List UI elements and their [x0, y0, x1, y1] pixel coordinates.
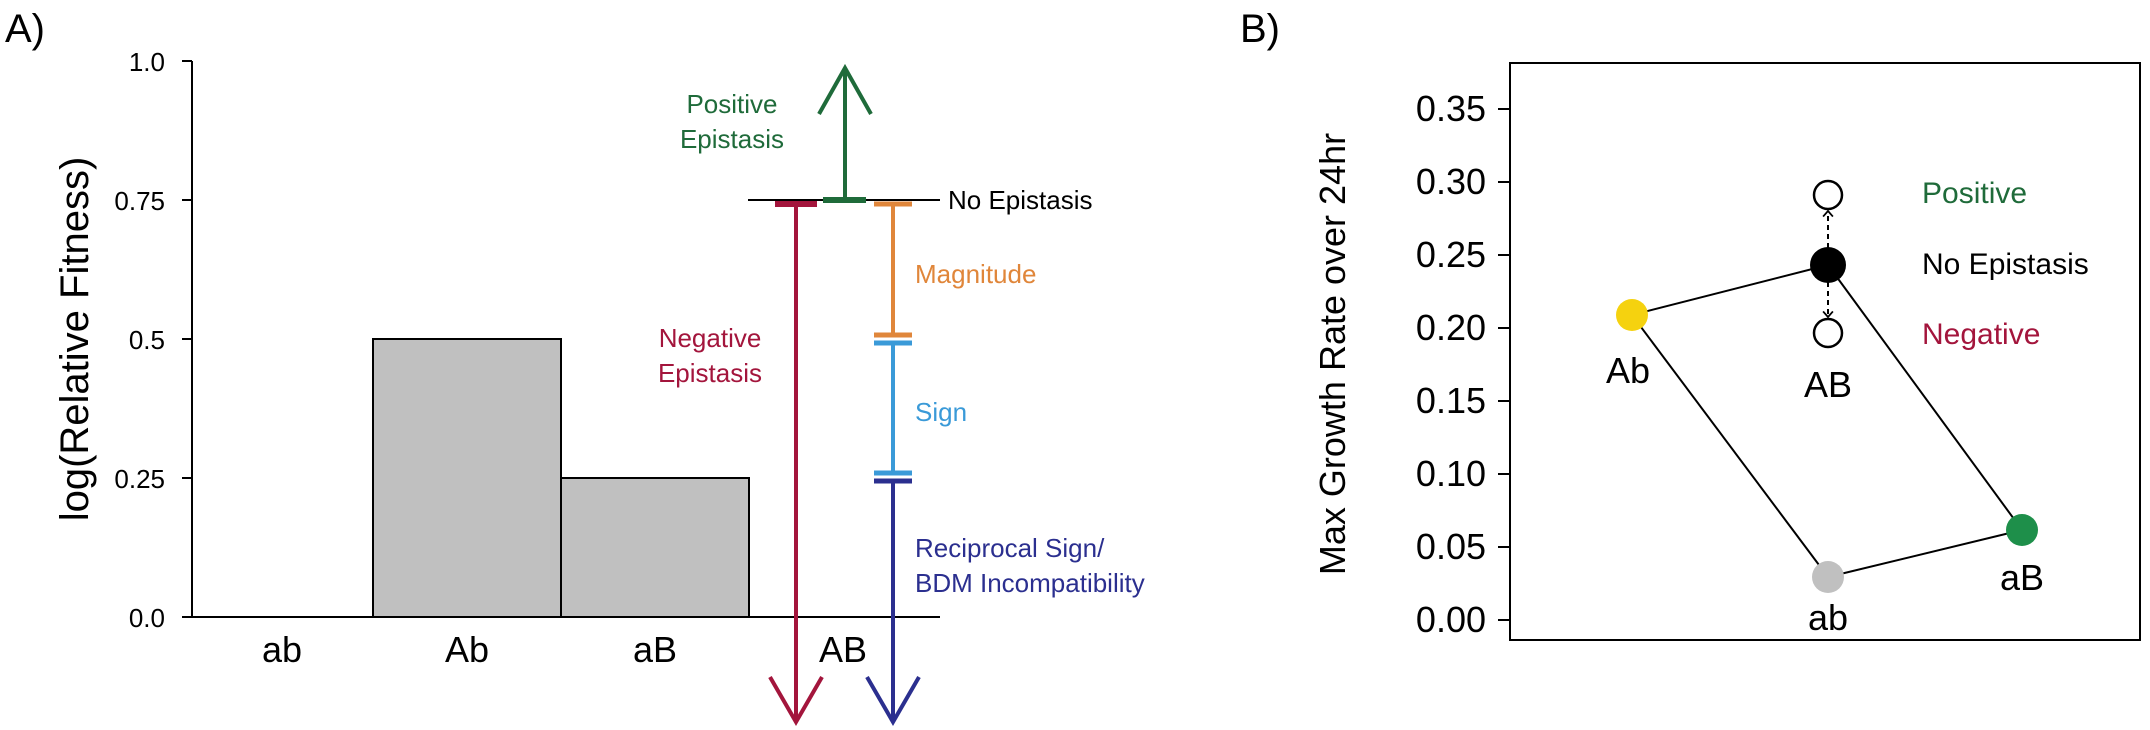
point-label-aB: aB	[2000, 557, 2044, 598]
legend-negative: Negative	[1922, 318, 2040, 351]
point-Ab	[1616, 299, 1648, 331]
panel-b-y-tick-label: 0.05	[1416, 526, 1486, 567]
panel-b-y-tick-label: 0.20	[1416, 307, 1486, 348]
x-category-label: aB	[633, 629, 677, 670]
panel-a-y-tick-label: 0.25	[114, 464, 165, 494]
positive-label-line2: Epistasis	[680, 124, 784, 154]
edge-AB-aB	[1827, 264, 2023, 531]
epistasis-alternatives	[1812, 179, 1844, 349]
edge-aB-ab	[1827, 529, 2023, 578]
panel-a-y-tick-label: 0.5	[129, 325, 165, 355]
panel-a-label: A)	[5, 7, 45, 51]
panel-b-y-tick-label: 0.15	[1416, 380, 1486, 421]
no-epistasis-label: No Epistasis	[948, 185, 1093, 215]
panel-b-y-axis-title: Max Growth Rate over 24hr	[1312, 133, 1353, 575]
magnitude-range: Magnitude	[874, 201, 1036, 338]
legend-positive: Positive	[1922, 177, 2027, 210]
panel-b-y-tick-label: 0.00	[1416, 599, 1486, 640]
landscape-edges	[1631, 264, 2023, 578]
panel-b-plot-frame	[1509, 62, 2141, 641]
genotype-points	[1616, 247, 2038, 593]
negative-alt-point	[1812, 317, 1844, 349]
panel-b-y-tick-label: 0.10	[1416, 453, 1486, 494]
point-aB	[2006, 514, 2038, 546]
arrow-down-icon	[768, 675, 824, 726]
positive-epistasis: Positive Epistasis	[680, 63, 873, 203]
reciprocal-label-line1: Reciprocal Sign/	[915, 533, 1105, 563]
bar-Ab	[372, 338, 562, 618]
edge-ab-Ab	[1631, 314, 1829, 578]
panel-a-bars	[192, 338, 940, 618]
panel-a-y-tick-label: 1.0	[129, 47, 165, 77]
genotype-labels: ab Ab aB AB	[1606, 350, 2044, 638]
negative-label-line1: Negative	[659, 323, 762, 353]
positive-label-line1: Positive	[686, 89, 777, 119]
magnitude-label: Magnitude	[915, 259, 1036, 289]
point-ab	[1812, 561, 1844, 593]
panel-b-legend: Positive No Epistasis Negative	[1922, 177, 2089, 351]
panel-a-y-tick-label: 0.0	[129, 603, 165, 633]
point-label-Ab: Ab	[1606, 350, 1650, 391]
point-label-AB: AB	[1804, 364, 1852, 405]
legend-no-epistasis: No Epistasis	[1922, 248, 2089, 281]
x-category-label: ab	[262, 629, 302, 670]
x-category-label: AB	[819, 629, 867, 670]
panel-b-label: B)	[1240, 7, 1280, 51]
arrow-up-icon	[817, 63, 873, 115]
panel-b-y-tick-label: 0.35	[1416, 88, 1486, 129]
panel-b: B) 0.00 0.05 0.10 0.15 0.20 0.25 0.30 0.…	[1240, 7, 2141, 641]
panel-a-x-axis: ab Ab aB AB	[262, 629, 867, 670]
point-label-ab: ab	[1808, 597, 1848, 638]
panel-b-y-tick-label: 0.25	[1416, 234, 1486, 275]
panel-a-y-tick-label: 0.75	[114, 186, 165, 216]
sign-label: Sign	[915, 397, 967, 427]
reciprocal-range: Reciprocal Sign/ BDM Incompatibility	[865, 478, 1145, 726]
negative-label-line2: Epistasis	[658, 358, 762, 388]
negative-epistasis: Negative Epistasis	[658, 201, 824, 726]
arrow-down-icon	[865, 675, 921, 726]
bar-aB	[560, 477, 750, 618]
positive-alt-point	[1812, 179, 1844, 211]
edge-Ab-AB	[1631, 264, 1829, 316]
x-category-label: Ab	[445, 629, 489, 670]
panel-b-y-tick-label: 0.30	[1416, 161, 1486, 202]
panel-a: A) 0.0 0.25 0.5 0.75 1.0 log(Relative Fi…	[5, 7, 1145, 726]
panel-b-y-axis: 0.00 0.05 0.10 0.15 0.20 0.25 0.30 0.35 …	[1312, 88, 1510, 640]
reciprocal-label-line2: BDM Incompatibility	[915, 568, 1145, 598]
point-AB	[1810, 247, 1846, 283]
panel-a-y-axis-title: log(Relative Fitness)	[53, 157, 97, 522]
sign-range: Sign	[874, 340, 967, 476]
panel-a-y-axis: 0.0 0.25 0.5 0.75 1.0 log(Relative Fitne…	[53, 47, 193, 633]
